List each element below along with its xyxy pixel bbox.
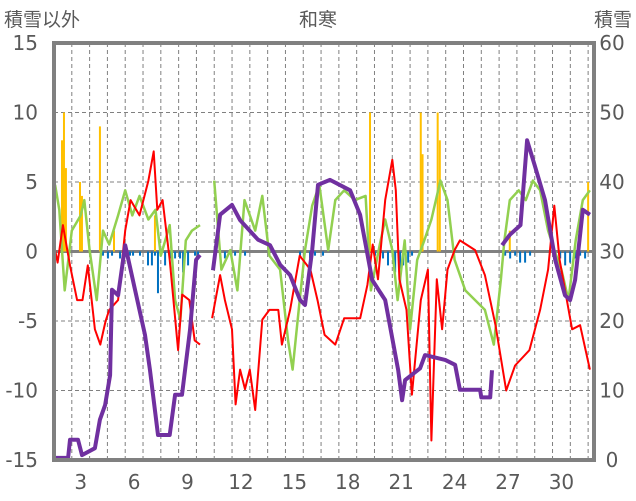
- blue-bar: [394, 251, 397, 273]
- yellow-bar: [98, 126, 101, 252]
- red-line: [54, 150, 591, 442]
- right-axis-title: 積雪: [594, 9, 632, 31]
- chart-title: 和寒: [299, 9, 337, 31]
- blue-bar: [119, 251, 122, 259]
- yellow-bar: [587, 182, 590, 252]
- left-tick-label: -5: [18, 309, 38, 333]
- yellow-bar: [80, 195, 83, 252]
- blue-bar: [138, 251, 141, 256]
- left-tick-label: 15: [13, 31, 38, 55]
- blue-bar: [569, 251, 572, 263]
- yellow-bar: [61, 140, 64, 252]
- blue-bar: [559, 251, 562, 259]
- green-line: [53, 179, 591, 371]
- blue-bar: [147, 251, 150, 266]
- blue-bar: [509, 251, 512, 259]
- blue-bar: [411, 251, 414, 256]
- blue-bar: [150, 251, 153, 266]
- right-tick-label: 20: [599, 309, 624, 333]
- yellow-bar: [436, 112, 439, 252]
- blue-bar: [234, 251, 237, 256]
- left-axis-title: 積雪以外: [4, 9, 80, 31]
- bar-series: [61, 112, 590, 294]
- blue-bar: [179, 251, 182, 259]
- x-tick-label: 27: [495, 470, 520, 494]
- blue-bar: [382, 251, 385, 259]
- blue-bar: [244, 251, 247, 256]
- left-tick-label: 0: [25, 240, 38, 264]
- x-tick-label: 3: [74, 470, 87, 494]
- x-tick-label: 24: [442, 470, 467, 494]
- right-tick-label: 60: [599, 31, 624, 55]
- blue-bar: [111, 251, 114, 256]
- yellow-bar: [113, 230, 115, 252]
- x-tick-label: 9: [181, 470, 194, 494]
- blue-bar: [174, 251, 177, 259]
- blue-bar: [153, 251, 156, 256]
- blue-bar: [514, 251, 517, 256]
- right-tick-label: 0: [606, 448, 619, 472]
- yellow-bar: [421, 154, 424, 252]
- x-tick-label: 6: [128, 470, 141, 494]
- blue-bar: [299, 251, 302, 256]
- blue-bar: [322, 251, 325, 256]
- blue-bar: [197, 251, 200, 256]
- blue-bar: [387, 251, 390, 266]
- left-tick-label: 10: [13, 101, 38, 125]
- x-tick-label: 15: [282, 470, 307, 494]
- left-tick-label: 5: [25, 170, 38, 194]
- right-tick-label: 30: [599, 240, 624, 264]
- x-tick-label: 18: [335, 470, 360, 494]
- left-tick-label: -10: [5, 379, 38, 403]
- x-tick-label: 21: [388, 470, 413, 494]
- yellow-bar: [153, 215, 156, 252]
- plot-border: [52, 41, 596, 462]
- blue-bar: [529, 251, 532, 256]
- blue-bar: [584, 251, 587, 259]
- x-tick-label: 30: [549, 470, 574, 494]
- x-tick-label: 12: [228, 470, 253, 494]
- yellow-bar: [438, 140, 441, 252]
- blue-bar: [519, 251, 522, 263]
- blue-bar: [132, 251, 135, 256]
- blue-bar: [156, 251, 159, 294]
- blue-bar: [223, 251, 226, 259]
- yellow-bar: [62, 112, 65, 252]
- blue-bar: [194, 251, 197, 256]
- blue-bar: [564, 251, 567, 266]
- yellow-bar: [64, 168, 67, 252]
- right-tick-label: 10: [599, 379, 624, 403]
- blue-bar: [504, 251, 507, 256]
- right-tick-label: 50: [599, 101, 624, 125]
- left-tick-label: -15: [5, 448, 38, 472]
- blue-bar: [106, 251, 109, 259]
- blue-bar: [407, 251, 410, 263]
- axes: -15 0 -10 10 -5 20 0 30 5 40 10 50 15 60 3 6 9 12 15 18 21 24…: [5, 31, 624, 494]
- blue-bar: [524, 251, 527, 263]
- line-series: [53, 138, 592, 460]
- blue-bar: [129, 251, 132, 256]
- right-tick-label: 40: [599, 170, 624, 194]
- yellow-bar: [419, 112, 422, 252]
- blue-bar: [101, 251, 104, 256]
- blue-bar: [314, 251, 317, 256]
- blue-bar: [187, 251, 190, 266]
- yellow-bar: [508, 230, 511, 252]
- yellow-bar: [369, 112, 372, 252]
- blue-bar: [164, 251, 167, 266]
- blue-bar: [579, 251, 582, 256]
- snow-depth-line: [55, 138, 592, 460]
